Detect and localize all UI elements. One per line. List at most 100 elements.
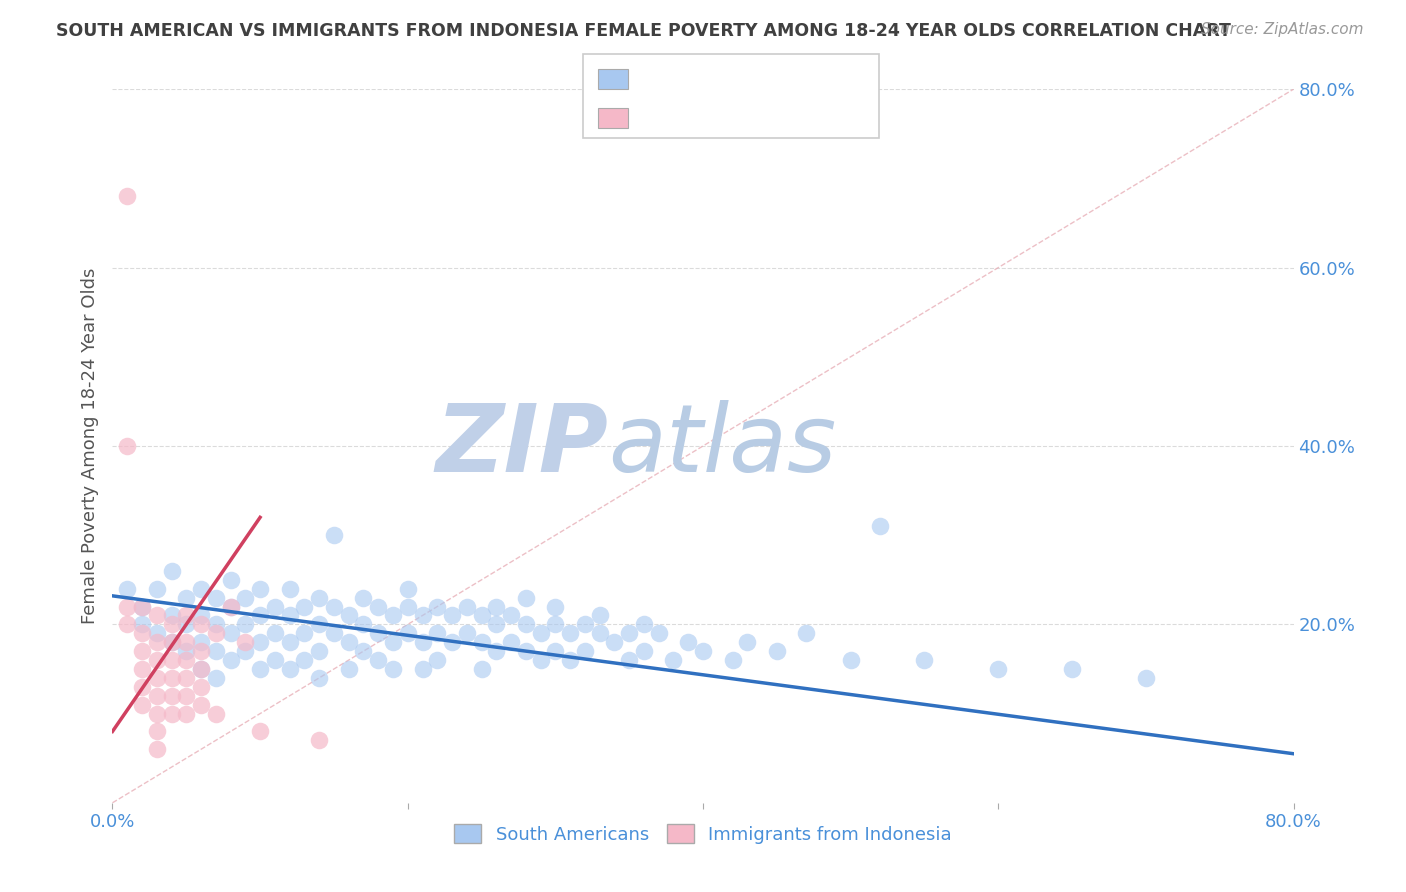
Point xyxy=(131,617,153,632)
Point xyxy=(308,591,330,605)
Point xyxy=(174,644,197,658)
Point xyxy=(396,582,419,596)
Point xyxy=(219,653,242,667)
Point xyxy=(146,706,169,721)
Point xyxy=(603,635,626,649)
Point xyxy=(160,564,183,578)
Point xyxy=(352,591,374,605)
Point xyxy=(558,626,582,640)
Point xyxy=(308,644,330,658)
Point xyxy=(131,698,153,712)
Point xyxy=(987,662,1010,676)
Point xyxy=(249,662,271,676)
Point xyxy=(456,626,478,640)
Text: atlas: atlas xyxy=(609,401,837,491)
Point xyxy=(766,644,789,658)
Point xyxy=(914,653,936,667)
Point xyxy=(190,617,212,632)
Point xyxy=(146,635,169,649)
Point xyxy=(352,617,374,632)
Point xyxy=(278,662,301,676)
Text: R =: R = xyxy=(640,70,679,88)
Point xyxy=(146,582,169,596)
Point xyxy=(131,599,153,614)
Point xyxy=(233,635,256,649)
Point xyxy=(485,617,508,632)
Y-axis label: Female Poverty Among 18-24 Year Olds: Female Poverty Among 18-24 Year Olds xyxy=(80,268,98,624)
Point xyxy=(117,439,138,453)
Point xyxy=(411,635,433,649)
Point xyxy=(323,599,346,614)
Point xyxy=(308,671,330,685)
Point xyxy=(264,626,287,640)
Point xyxy=(588,626,610,640)
Point xyxy=(249,608,271,623)
Point xyxy=(619,626,641,640)
Text: Source: ZipAtlas.com: Source: ZipAtlas.com xyxy=(1201,22,1364,37)
Point xyxy=(470,635,494,649)
Point xyxy=(692,644,714,658)
Point xyxy=(529,653,551,667)
Point xyxy=(382,635,405,649)
Point xyxy=(190,582,212,596)
Point xyxy=(367,653,389,667)
Point xyxy=(131,626,153,640)
Point xyxy=(839,653,862,667)
Point xyxy=(205,671,228,685)
Point xyxy=(515,617,537,632)
Point xyxy=(633,617,655,632)
Point xyxy=(249,635,271,649)
Point xyxy=(441,635,464,649)
Point xyxy=(382,608,405,623)
Point xyxy=(146,724,169,739)
Point xyxy=(869,519,891,533)
Point xyxy=(662,653,685,667)
Point xyxy=(337,662,360,676)
Point xyxy=(174,591,197,605)
Point xyxy=(1135,671,1157,685)
Point xyxy=(174,617,197,632)
Point xyxy=(160,653,183,667)
Point xyxy=(249,582,271,596)
Point xyxy=(174,689,197,703)
Point xyxy=(233,591,256,605)
Text: 41: 41 xyxy=(785,110,815,128)
Point xyxy=(160,706,183,721)
Point xyxy=(160,635,183,649)
Point xyxy=(190,698,212,712)
Point xyxy=(174,635,197,649)
Point xyxy=(544,599,567,614)
Point xyxy=(544,644,567,658)
Point xyxy=(174,608,197,623)
Point xyxy=(485,644,508,658)
Point xyxy=(131,599,153,614)
Point xyxy=(205,626,228,640)
Point xyxy=(515,591,537,605)
Point xyxy=(205,706,228,721)
Point xyxy=(501,608,523,623)
Point xyxy=(146,608,169,623)
Point xyxy=(796,626,818,640)
Point xyxy=(190,635,212,649)
Point xyxy=(278,608,301,623)
Point xyxy=(146,689,169,703)
Point xyxy=(278,635,301,649)
Point xyxy=(146,626,169,640)
Point xyxy=(411,608,433,623)
Point xyxy=(426,626,449,640)
Point xyxy=(292,599,315,614)
Point xyxy=(515,644,537,658)
Point xyxy=(337,608,360,623)
Point xyxy=(352,644,374,658)
Point xyxy=(501,635,523,649)
Point xyxy=(292,653,315,667)
Point xyxy=(308,733,330,747)
Point xyxy=(219,599,242,614)
Point xyxy=(264,653,287,667)
Point xyxy=(323,626,346,640)
Point xyxy=(1062,662,1084,676)
Point xyxy=(190,608,212,623)
Point xyxy=(146,671,169,685)
Point xyxy=(426,599,449,614)
Text: N =: N = xyxy=(749,70,789,88)
